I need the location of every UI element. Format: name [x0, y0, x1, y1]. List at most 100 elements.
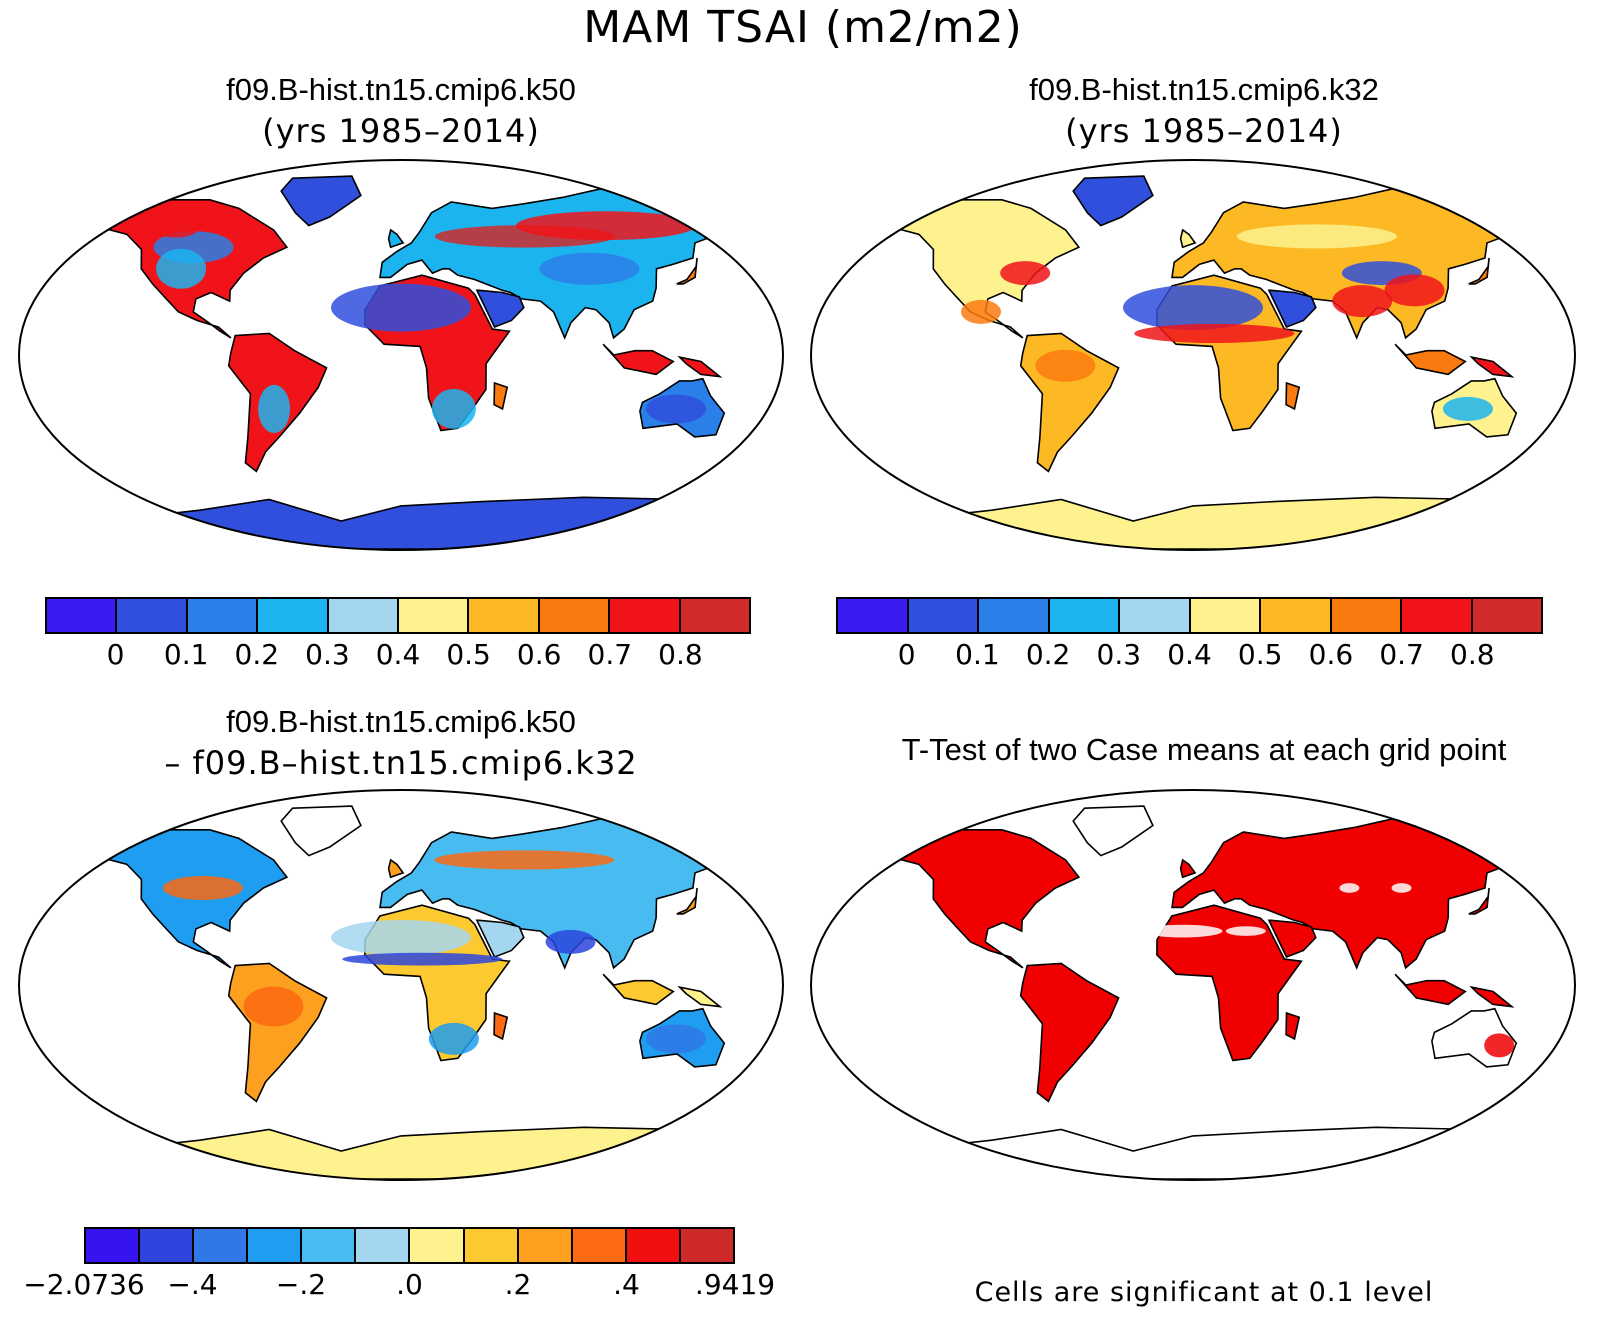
- colorbar-swatch: [356, 1229, 411, 1262]
- field-patch: [1142, 924, 1223, 938]
- colorbar-swatch: [1261, 599, 1332, 632]
- colorbar-tick-label: .9419: [694, 1268, 776, 1301]
- colorbar-swatch: [838, 599, 909, 632]
- landmass-eurasia: [1171, 818, 1561, 970]
- field-patch: [258, 384, 291, 433]
- landmass-nz: [1535, 434, 1568, 456]
- colorbar-k32-ticks: 0 0.1 0.2 0.3 0.4 0.5 0.6 0.7 0.8: [836, 638, 1543, 672]
- landmass-indonesia: [602, 343, 675, 376]
- landmass-arabia: [475, 289, 525, 329]
- colorbar-swatch: [140, 1229, 195, 1262]
- colorbar-swatch: [539, 599, 611, 632]
- map-border: [18, 789, 784, 1181]
- colorbar-diff: [84, 1227, 735, 1264]
- colorbar-swatch: [328, 599, 400, 632]
- field-patch: [162, 875, 243, 900]
- colorbar-swatch: [194, 1229, 249, 1262]
- ttest-note: Cells are significant at 0.1 level: [974, 1277, 1434, 1308]
- colorbar-tick-label: 0.5: [1237, 638, 1283, 671]
- field-patch: [1339, 883, 1360, 893]
- colorbar-tick-label: 0.4: [375, 638, 421, 671]
- colorbar-tick-label: 0: [106, 638, 125, 671]
- landmass-newGuinea: [1469, 985, 1515, 1008]
- landmass-madagascar: [493, 381, 509, 411]
- map-k32: [810, 159, 1576, 551]
- map-diff: [18, 789, 784, 1181]
- colorbar-swatch: [86, 1229, 141, 1262]
- landmass-uk: [387, 228, 405, 249]
- colorbar-swatch: [410, 1229, 465, 1262]
- landmass-greenland: [1072, 805, 1154, 857]
- field-patch: [1384, 274, 1445, 307]
- landmass-indonesia: [1394, 973, 1467, 1006]
- field-patch: [342, 952, 503, 966]
- field-patch: [645, 394, 706, 424]
- landmass-newGuinea: [1469, 355, 1515, 378]
- map-border: [810, 159, 1576, 551]
- landmass-arabia: [1267, 919, 1317, 959]
- colorbar-swatch: [248, 1229, 303, 1262]
- colorbar-swatch: [302, 1229, 357, 1262]
- field-patch: [515, 211, 696, 241]
- panel-k32-subtitle: (yrs 1985–2014): [1065, 112, 1343, 150]
- field-patch: [1236, 224, 1397, 249]
- landmass-antarctica: [39, 496, 763, 550]
- colorbar-tick-label: 0.7: [1379, 638, 1424, 671]
- landmass-greenland: [1072, 175, 1154, 227]
- colorbar-swatch: [979, 599, 1050, 632]
- colorbar-swatch: [1472, 599, 1541, 632]
- figure-title: MAM TSAI (m2/m2): [583, 2, 1023, 53]
- landmass-madagascar: [493, 1011, 509, 1041]
- landmass-uk: [387, 858, 405, 879]
- colorbar-swatch: [47, 599, 118, 632]
- colorbar-tick-label: 0.5: [446, 638, 491, 671]
- colorbar-swatch: [469, 599, 540, 632]
- colorbar-swatch: [1049, 599, 1120, 632]
- field-patch: [1332, 285, 1393, 318]
- landmass-antarctica: [831, 1126, 1555, 1180]
- field-patch: [150, 213, 201, 238]
- colorbar-swatch: [187, 599, 259, 632]
- colorbar-swatch: [572, 1229, 627, 1262]
- colorbar-swatch: [399, 599, 470, 632]
- field-patch: [539, 252, 640, 285]
- colorbar-tick-label: 0: [897, 638, 916, 671]
- landmass-arabia: [475, 919, 525, 959]
- panel-k50-title: f09.B-hist.tn15.cmip6.k50: [226, 72, 576, 107]
- landmass-japan: [1468, 887, 1490, 915]
- panel-diff-subtitle: – f09.B–hist.tn15.cmip6.k32: [164, 744, 638, 782]
- landmass-japan: [676, 887, 698, 915]
- landmass-madagascar: [1285, 381, 1301, 411]
- colorbar-tick-label: 0.3: [305, 638, 350, 671]
- colorbar-tick-label: 0.7: [587, 638, 633, 671]
- colorbar-swatch: [1190, 599, 1261, 632]
- landmass-newGuinea: [677, 355, 723, 378]
- landmass-greenland: [280, 175, 362, 227]
- colorbar-swatch: [1120, 599, 1191, 632]
- field-patch: [431, 388, 476, 429]
- colorbar-tick-label: 0.1: [163, 638, 209, 671]
- colorbar-tick-label: 0.4: [1167, 638, 1212, 671]
- colorbar-swatch: [626, 1229, 681, 1262]
- landmass-africa: [1156, 904, 1303, 1062]
- colorbar-swatch: [258, 599, 329, 632]
- field-patch: [156, 248, 207, 289]
- field-patch: [434, 850, 615, 870]
- landmass-antarctica: [831, 496, 1555, 550]
- landmass-nz: [743, 434, 776, 456]
- colorbar-tick-label: 0.1: [955, 638, 1000, 671]
- map-ttest: [810, 789, 1576, 1181]
- landmass-uk: [1179, 228, 1197, 249]
- colorbar-tick-label: .2: [504, 1268, 532, 1301]
- colorbar-tick-label: 0.2: [1025, 638, 1071, 671]
- colorbar-swatch: [680, 1229, 733, 1262]
- field-patch: [331, 283, 471, 332]
- landmass-indonesia: [602, 973, 675, 1006]
- landmass-northAmerica: [853, 828, 1081, 969]
- panel-k50-subtitle: (yrs 1985–2014): [262, 112, 540, 150]
- colorbar-tick-label: 0.6: [1308, 638, 1354, 671]
- landmass-newGuinea: [677, 985, 723, 1008]
- map-k50: [18, 159, 784, 551]
- colorbar-k50-ticks: 0 0.1 0.2 0.3 0.4 0.5 0.6 0.7 0.8: [45, 638, 751, 672]
- field-patch: [1035, 349, 1096, 382]
